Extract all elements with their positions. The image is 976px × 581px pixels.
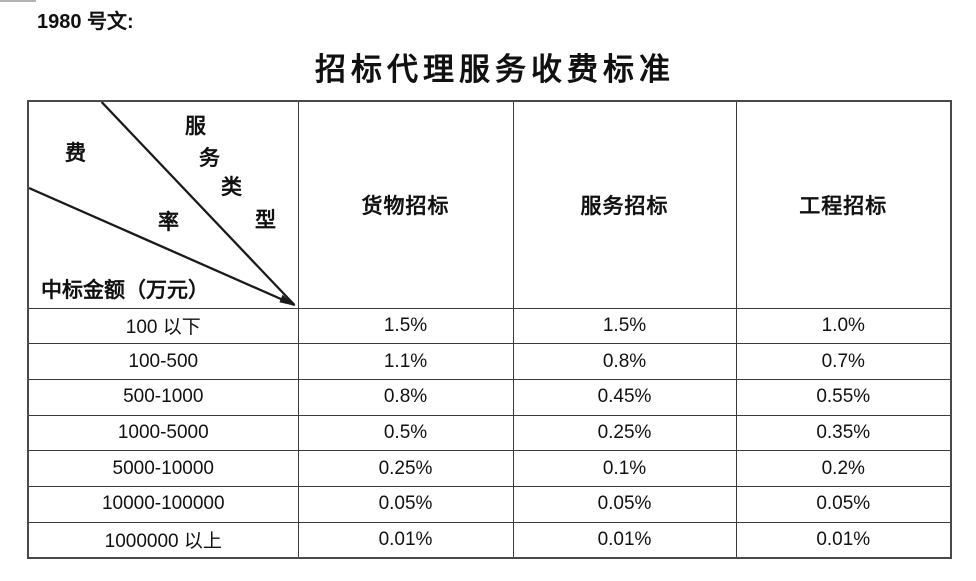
rate-cell: 1.0% bbox=[735, 307, 952, 345]
table-header-row: 费 率 服 务 类 型 中标金额（万元） 货物招标 服务招标 工程招标 bbox=[27, 100, 952, 309]
rate-cell: 0.25% bbox=[297, 450, 514, 487]
corner-header-box: 费 率 服 务 类 型 中标金额（万元） bbox=[29, 102, 297, 307]
rate-cell: 0.05% bbox=[512, 485, 737, 523]
table-row: 500-1000 0.8% 0.45% 0.55% bbox=[27, 378, 952, 416]
amount-range-cell: 1000000 以上 bbox=[27, 521, 299, 559]
amount-range-cell: 100-500 bbox=[27, 343, 299, 380]
amount-range-cell: 500-1000 bbox=[27, 378, 299, 416]
corner-header-cell: 费 率 服 务 类 型 中标金额（万元） bbox=[27, 100, 299, 309]
rate-cell: 0.8% bbox=[297, 378, 514, 416]
corner-amount-label: 中标金额（万元） bbox=[41, 278, 209, 303]
rate-cell: 1.1% bbox=[297, 343, 514, 380]
rate-cell: 0.5% bbox=[297, 414, 514, 452]
page-title: 招标代理服务收费标准 bbox=[315, 52, 675, 87]
corner-label-fee-1: 费 bbox=[65, 141, 86, 166]
corner-label-service-3: 类 bbox=[221, 175, 242, 200]
rate-cell: 0.2% bbox=[735, 450, 952, 487]
rate-cell: 1.5% bbox=[297, 307, 514, 345]
rate-cell: 0.25% bbox=[512, 414, 737, 452]
column-header-service: 服务招标 bbox=[512, 100, 737, 309]
table-row: 1000-5000 0.5% 0.25% 0.35% bbox=[27, 414, 952, 452]
rate-cell: 0.8% bbox=[512, 343, 737, 380]
amount-range-cell: 1000-5000 bbox=[27, 414, 299, 452]
document-number-label: 1980 号文: bbox=[37, 11, 134, 33]
rate-cell: 1.5% bbox=[512, 307, 737, 345]
corner-label-service-2: 务 bbox=[199, 146, 220, 171]
corner-label-service-1: 服 bbox=[185, 114, 206, 139]
rate-cell: 0.05% bbox=[297, 485, 514, 523]
table-row: 100-500 1.1% 0.8% 0.7% bbox=[27, 343, 952, 380]
rate-cell: 0.45% bbox=[512, 378, 737, 416]
table-row: 100 以下 1.5% 1.5% 1.0% bbox=[27, 307, 952, 345]
table-row: 10000-100000 0.05% 0.05% 0.05% bbox=[27, 485, 952, 523]
rate-cell: 0.1% bbox=[512, 450, 737, 487]
column-header-goods: 货物招标 bbox=[297, 100, 514, 309]
rate-cell: 0.55% bbox=[735, 378, 952, 416]
rate-cell: 0.05% bbox=[735, 485, 952, 523]
arrowhead bbox=[279, 295, 296, 307]
rate-cell: 0.01% bbox=[735, 521, 952, 559]
page-edge-fragment bbox=[0, 0, 36, 2]
corner-label-fee-2: 率 bbox=[158, 210, 179, 235]
diagonal-divider-lines bbox=[29, 102, 296, 307]
fee-standard-table: 费 率 服 务 类 型 中标金额（万元） 货物招标 服务招标 工程招标 100 … bbox=[27, 100, 952, 559]
amount-range-cell: 10000-100000 bbox=[27, 485, 299, 523]
column-header-engineering: 工程招标 bbox=[735, 100, 952, 309]
rate-cell: 0.01% bbox=[297, 521, 514, 559]
amount-range-cell: 5000-10000 bbox=[27, 450, 299, 487]
corner-label-service-4: 型 bbox=[255, 208, 276, 233]
table-row: 1000000 以上 0.01% 0.01% 0.01% bbox=[27, 521, 952, 559]
rate-cell: 0.7% bbox=[735, 343, 952, 380]
rate-cell: 0.01% bbox=[512, 521, 737, 559]
amount-range-cell: 100 以下 bbox=[27, 307, 299, 345]
rate-cell: 0.35% bbox=[735, 414, 952, 452]
table-row: 5000-10000 0.25% 0.1% 0.2% bbox=[27, 450, 952, 487]
